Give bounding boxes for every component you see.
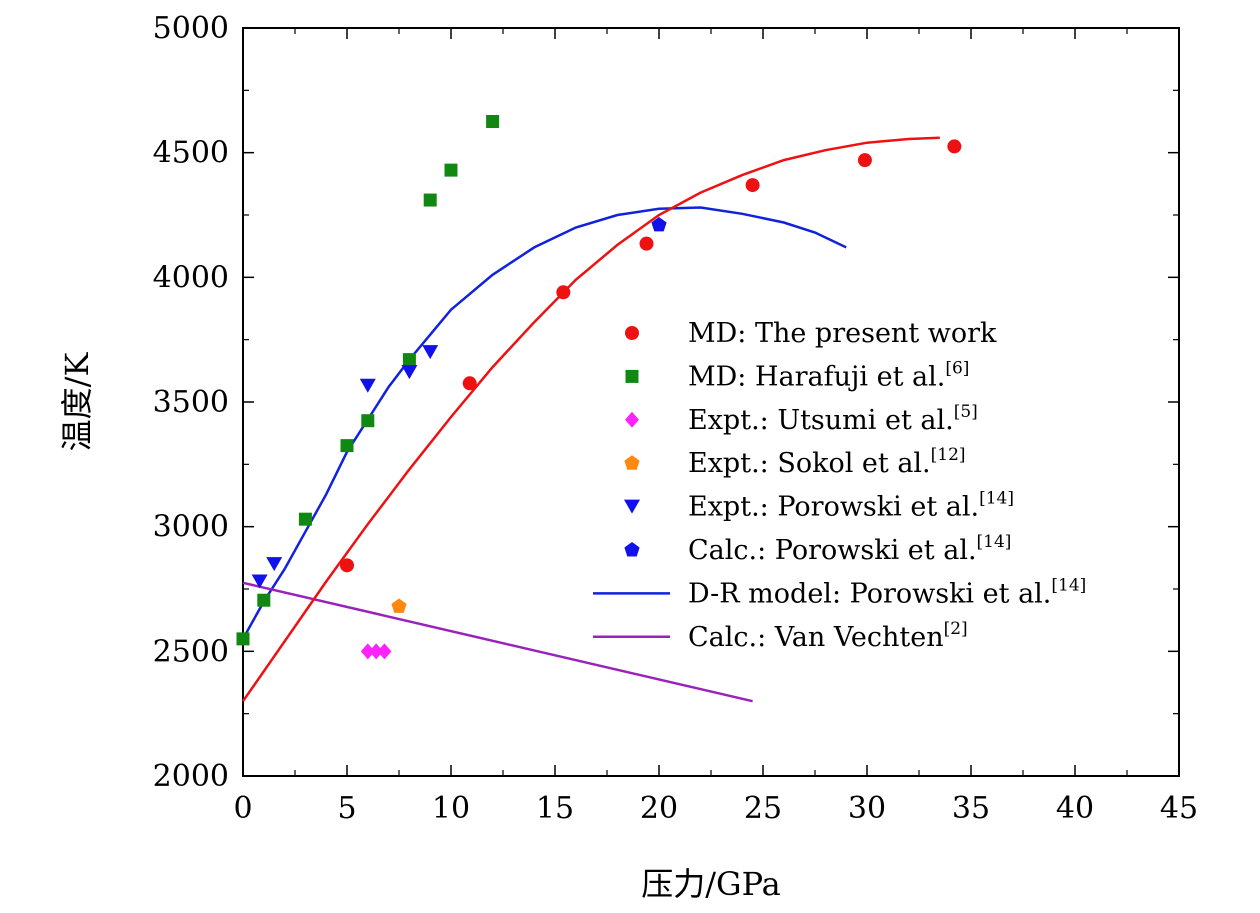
legend-marker-1 <box>625 369 639 383</box>
x-tick-label: 25 <box>744 791 782 826</box>
y-tick-label: 3000 <box>153 510 229 545</box>
data-point-series-0 <box>556 285 571 300</box>
x-tick-label: 5 <box>337 791 356 826</box>
legend-ref-6: [14] <box>1051 575 1086 595</box>
data-point-series-5 <box>651 217 667 232</box>
data-point-series-1 <box>444 163 458 177</box>
legend-marker-3 <box>624 455 640 470</box>
x-tick-label: 20 <box>640 791 678 826</box>
legend-label-4: Expt.: Porowski et al.[14] <box>688 489 1014 523</box>
legend-label-7: Calc.: Van Vechten[2] <box>688 619 968 653</box>
legend-marker-2 <box>625 411 639 428</box>
series-lines <box>241 136 940 703</box>
legend-label-0: MD: The present work <box>688 318 997 349</box>
y-tick-label: 2000 <box>153 759 229 794</box>
series-line-7 <box>242 581 753 703</box>
data-point-series-1 <box>298 512 312 526</box>
x-tick-label: 10 <box>432 791 470 826</box>
legend-ref-3: [12] <box>931 445 966 465</box>
data-point-series-4 <box>401 365 418 380</box>
y-tick-label: 4000 <box>153 260 229 295</box>
data-point-series-1 <box>236 632 250 646</box>
legend-label-6: D-R model: Porowski et al.[14] <box>688 575 1086 609</box>
series-points <box>236 115 962 660</box>
legend-ref-2: [5] <box>954 402 978 422</box>
data-point-series-1 <box>340 439 354 453</box>
data-point-series-1 <box>423 193 437 207</box>
data-point-series-4 <box>251 574 268 589</box>
data-point-series-0 <box>947 139 962 154</box>
data-point-series-0 <box>340 558 354 573</box>
data-point-series-0 <box>639 236 654 251</box>
data-point-series-1 <box>486 115 500 128</box>
data-point-series-0 <box>745 178 760 193</box>
legend-label-1: MD: Harafuji et al.[6] <box>688 358 969 392</box>
data-point-series-4 <box>266 557 283 572</box>
data-point-series-1 <box>257 593 271 607</box>
legend-marker-4 <box>624 499 640 514</box>
plot-frame <box>242 27 1180 777</box>
legend-marker-5 <box>624 542 640 557</box>
axis-ticks: 0 5 10 15 20 25 30 35 40 45 2000 2500 3000 3500 4000 45… <box>153 11 1198 826</box>
data-point-series-0 <box>462 376 477 391</box>
x-tick-label: 30 <box>848 791 886 826</box>
data-point-series-0 <box>857 153 872 168</box>
y-tick-label: 2500 <box>153 634 229 669</box>
x-axis-title: 压力/GPa <box>641 865 781 903</box>
series-line-6 <box>241 206 847 640</box>
legend-label-3: Expt.: Sokol et al.[12] <box>688 445 966 479</box>
x-tick-label: 45 <box>1160 791 1198 826</box>
legend-label-2: Expt.: Utsumi et al.[5] <box>688 402 978 436</box>
x-tick-label: 0 <box>233 791 252 826</box>
x-tick-label: 15 <box>536 791 574 826</box>
data-point-series-2 <box>360 643 375 660</box>
series-line-8 <box>241 136 940 702</box>
legend-label-5: Calc.: Porowski et al.[14] <box>688 532 1011 566</box>
x-tick-label: 35 <box>952 791 990 826</box>
y-tick-label: 5000 <box>153 11 229 46</box>
data-point-series-4 <box>359 378 376 393</box>
y-tick-label: 3500 <box>153 385 229 420</box>
legend-ref-7: [2] <box>944 619 968 639</box>
data-point-series-2 <box>377 643 392 660</box>
legend-ref-5: [14] <box>977 532 1012 552</box>
x-tick-label: 40 <box>1056 791 1094 826</box>
legend-ref-1: [6] <box>945 358 969 378</box>
data-point-series-4 <box>422 345 439 360</box>
data-point-series-2 <box>369 643 384 660</box>
data-point-series-1 <box>402 353 416 367</box>
data-point-series-1 <box>361 414 375 428</box>
data-point-series-3 <box>391 598 407 613</box>
legend: MD: The present work MD: Harafuji et al.[… <box>593 318 1086 653</box>
y-tick-label: 4500 <box>153 136 229 171</box>
y-axis-title: 温度/K <box>58 352 96 452</box>
legend-marker-0 <box>625 326 639 340</box>
legend-ref-4: [14] <box>979 489 1014 509</box>
